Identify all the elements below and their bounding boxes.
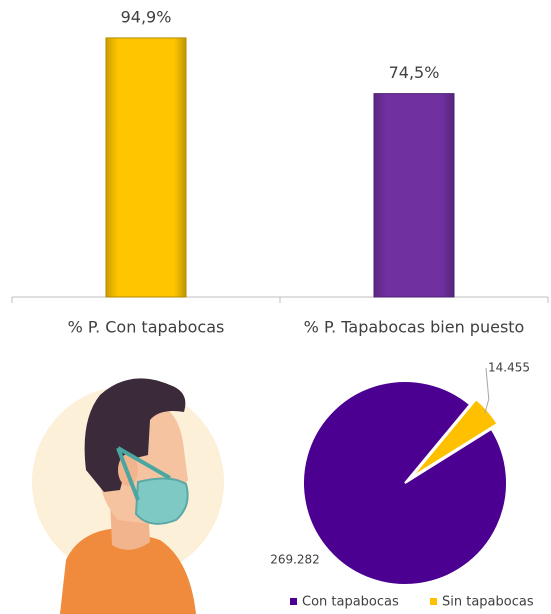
value-label: 74,5% [389,63,440,82]
legend-marker [290,598,297,605]
category-label: % P. Tapabocas bien puesto [304,318,525,337]
leader-line [484,367,490,414]
pie-slice [302,380,508,586]
category-label: % P. Con tapabocas [68,318,225,337]
bar [373,93,455,298]
mask [134,477,189,525]
illustration [32,378,224,614]
value-label: 14.455 [488,361,530,375]
mask-strap [116,446,171,501]
hair [84,378,186,492]
shirt [60,528,196,614]
legend-label: Con tapabocas [302,595,399,610]
value-label: 269.282 [270,553,320,567]
pie-slice [410,397,499,479]
value-label: 94,9% [121,7,172,26]
legend-marker [430,598,437,605]
bar [105,37,187,298]
legend-label: Sin tapabocas [442,595,534,610]
